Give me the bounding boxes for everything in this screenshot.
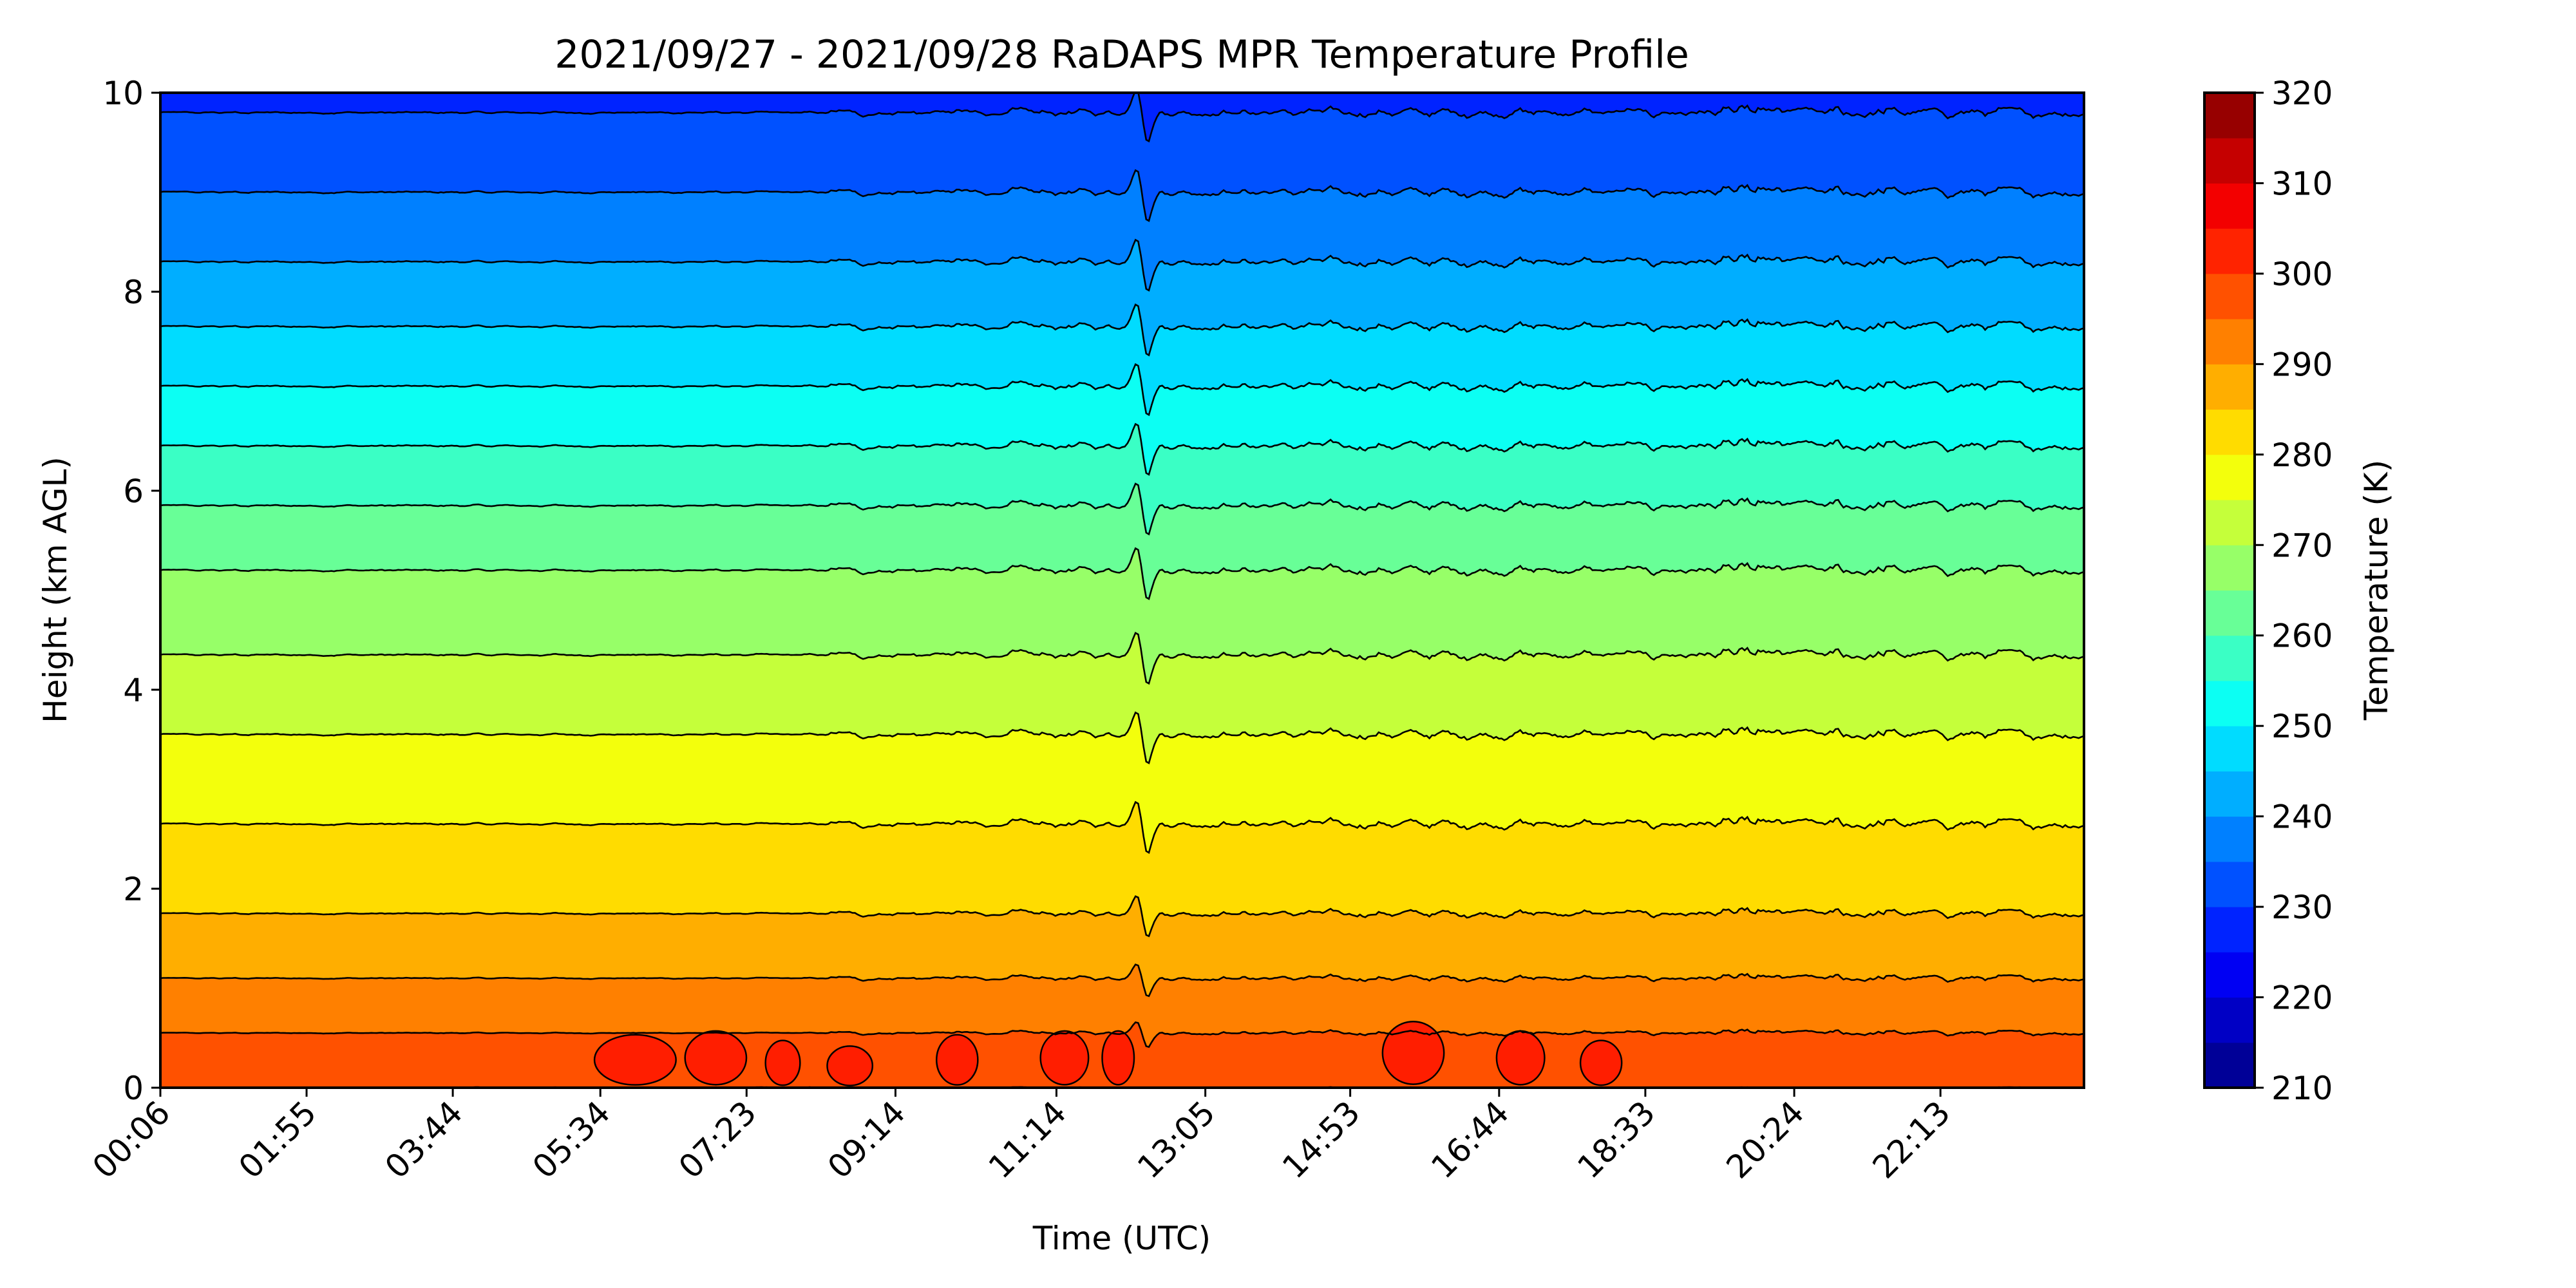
contour-line-295	[160, 1021, 2084, 1048]
contour-line-265	[160, 547, 2084, 600]
y-tick-label: 6	[123, 473, 144, 510]
warm-pocket-0	[593, 1034, 677, 1086]
colorbar: 210 220 230 240 250 260 270 280 290 300 310 320 Tem…	[2203, 75, 2395, 1107]
contour-line-255	[160, 422, 2084, 476]
colorbar-band	[2204, 816, 2255, 862]
colorbar-band	[2204, 635, 2255, 681]
colorbar-band	[2204, 409, 2255, 455]
contour-line-275	[160, 711, 2084, 764]
plot-frame	[159, 91, 2085, 1089]
colorbar-label: Temperature (K)	[2358, 460, 2395, 721]
contour-line-245	[160, 303, 2084, 357]
colorbar-band	[2204, 545, 2255, 591]
colorbar-tick-label: 230	[2271, 889, 2333, 926]
y-tick-label: 2	[123, 871, 144, 908]
colorbar-band	[2204, 183, 2255, 229]
contour-band-15	[160, 93, 2084, 142]
contour-line-260	[160, 482, 2084, 536]
y-tick-label: 0	[123, 1070, 144, 1107]
colorbar-band	[2204, 454, 2255, 500]
colorbar-band	[2204, 952, 2255, 998]
colorbar-band	[2204, 771, 2255, 817]
colorbar-band	[2204, 680, 2255, 726]
colorbar-band	[2204, 1042, 2255, 1088]
warm-pocket-6	[1101, 1030, 1135, 1086]
contour-line-290	[160, 963, 2084, 998]
contour-line-240	[160, 238, 2084, 292]
y-axis-label: Height (km AGL)	[37, 457, 74, 723]
colorbar-tick-label: 250	[2271, 708, 2333, 745]
warm-pocket-5	[1039, 1030, 1090, 1086]
colorbar-band	[2204, 726, 2255, 772]
contour-band-14	[160, 93, 2084, 221]
contour-line-285	[160, 895, 2084, 938]
colorbar-bands	[2204, 93, 2255, 1088]
colorbar-tick-label: 260	[2271, 618, 2333, 655]
warm-pocket-3	[826, 1045, 874, 1086]
colorbar-tick-label: 310	[2271, 165, 2333, 202]
contour-line-270	[160, 631, 2084, 685]
contour-line-230	[160, 93, 2084, 143]
y-tick-label: 4	[123, 672, 144, 709]
colorbar-band	[2204, 500, 2255, 545]
colorbar-band	[2204, 93, 2255, 138]
colorbar-band	[2204, 273, 2255, 319]
colorbar-band	[2204, 364, 2255, 410]
colorbar-band	[2204, 228, 2255, 274]
x-axis-label: Time (UTC)	[1032, 1220, 1211, 1257]
colorbar-band	[2204, 138, 2255, 184]
warm-pocket-9	[1579, 1039, 1623, 1086]
temperature-contour-fill	[160, 93, 2084, 1088]
warm-pocket-2	[764, 1039, 801, 1086]
contour-line-235	[160, 169, 2084, 222]
warm-pocket-7	[1381, 1021, 1445, 1085]
contour-line-280	[160, 800, 2084, 854]
y-tick-label: 10	[102, 75, 144, 112]
colorbar-tick-label: 210	[2271, 1070, 2333, 1107]
colorbar-frame	[2203, 91, 2256, 1089]
colorbar-tick-label: 280	[2271, 437, 2333, 474]
y-tick-label: 8	[123, 274, 144, 311]
colorbar-tick-label: 320	[2271, 75, 2333, 112]
plot-area	[159, 91, 2085, 1089]
colorbar-ticks: 210 220 230 240 250 260 270 280 290 300 310 320	[2255, 75, 2333, 1107]
colorbar-tick-label: 270	[2271, 527, 2333, 564]
chart-title: 2021/09/27 - 2021/09/28 RaDAPS MPR Tempe…	[554, 32, 1689, 77]
colorbar-band	[2204, 907, 2255, 952]
colorbar-tick-label: 290	[2271, 346, 2333, 383]
warm-pocket-4	[936, 1034, 979, 1086]
colorbar-tick-label: 300	[2271, 256, 2333, 293]
y-axis: 0 2 4 6 8 10	[102, 75, 160, 1107]
colorbar-band	[2204, 590, 2255, 636]
colorbar-tick-label: 220	[2271, 980, 2333, 1017]
colorbar-band	[2204, 997, 2255, 1043]
colorbar-band	[2204, 861, 2255, 907]
warm-pocket-8	[1495, 1030, 1546, 1086]
warm-pocket-1	[684, 1030, 748, 1086]
contour-line-250	[160, 363, 2084, 417]
colorbar-band	[2204, 319, 2255, 365]
colorbar-tick-label: 240	[2271, 799, 2333, 836]
